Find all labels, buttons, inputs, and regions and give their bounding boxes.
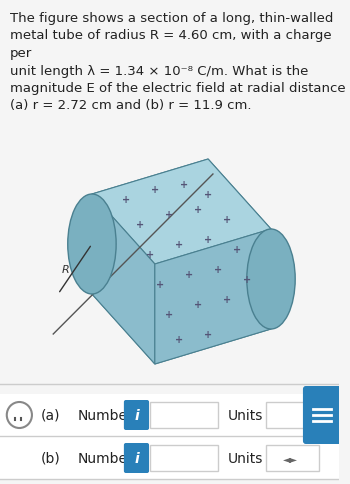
Text: (a): (a) xyxy=(41,408,60,422)
Text: Units: Units xyxy=(228,408,263,422)
Text: +: + xyxy=(180,180,188,190)
Text: +: + xyxy=(223,294,231,304)
FancyBboxPatch shape xyxy=(124,443,149,473)
FancyBboxPatch shape xyxy=(150,402,218,428)
Text: Units: Units xyxy=(228,451,263,465)
Text: +: + xyxy=(194,300,202,309)
Text: +: + xyxy=(151,184,159,195)
Text: +: + xyxy=(175,240,183,249)
Text: i: i xyxy=(134,451,139,465)
Text: +: + xyxy=(223,214,231,225)
FancyBboxPatch shape xyxy=(124,400,149,430)
Text: (b): (b) xyxy=(41,451,61,465)
Text: +: + xyxy=(204,329,212,339)
Text: Number: Number xyxy=(77,408,133,422)
Text: +: + xyxy=(185,270,193,279)
FancyBboxPatch shape xyxy=(0,394,339,436)
Ellipse shape xyxy=(247,229,295,329)
Text: +: + xyxy=(204,235,212,244)
Text: +: + xyxy=(136,220,145,229)
Polygon shape xyxy=(92,195,155,364)
Polygon shape xyxy=(92,160,271,364)
Text: ◄►: ◄► xyxy=(283,453,298,463)
Text: +: + xyxy=(156,279,164,289)
Text: The figure shows a section of a long, thin-walled
metal tube of radius R = 4.60 : The figure shows a section of a long, th… xyxy=(10,12,345,112)
Text: R: R xyxy=(62,264,70,274)
FancyBboxPatch shape xyxy=(0,437,339,479)
Text: +: + xyxy=(243,274,251,285)
Text: Number: Number xyxy=(77,451,133,465)
Text: +: + xyxy=(122,195,130,205)
FancyBboxPatch shape xyxy=(266,445,320,471)
Text: +: + xyxy=(194,205,202,214)
Text: +: + xyxy=(165,309,174,319)
Polygon shape xyxy=(92,160,271,264)
Text: +: + xyxy=(165,210,174,220)
FancyBboxPatch shape xyxy=(303,386,342,444)
Polygon shape xyxy=(155,229,271,364)
Text: i: i xyxy=(134,408,139,422)
Text: +: + xyxy=(175,334,183,344)
Text: +: + xyxy=(146,249,154,259)
Text: +: + xyxy=(233,244,241,255)
Text: +: + xyxy=(204,190,212,199)
Ellipse shape xyxy=(68,195,116,294)
FancyBboxPatch shape xyxy=(266,402,305,428)
FancyBboxPatch shape xyxy=(150,445,218,471)
Text: +: + xyxy=(214,264,222,274)
